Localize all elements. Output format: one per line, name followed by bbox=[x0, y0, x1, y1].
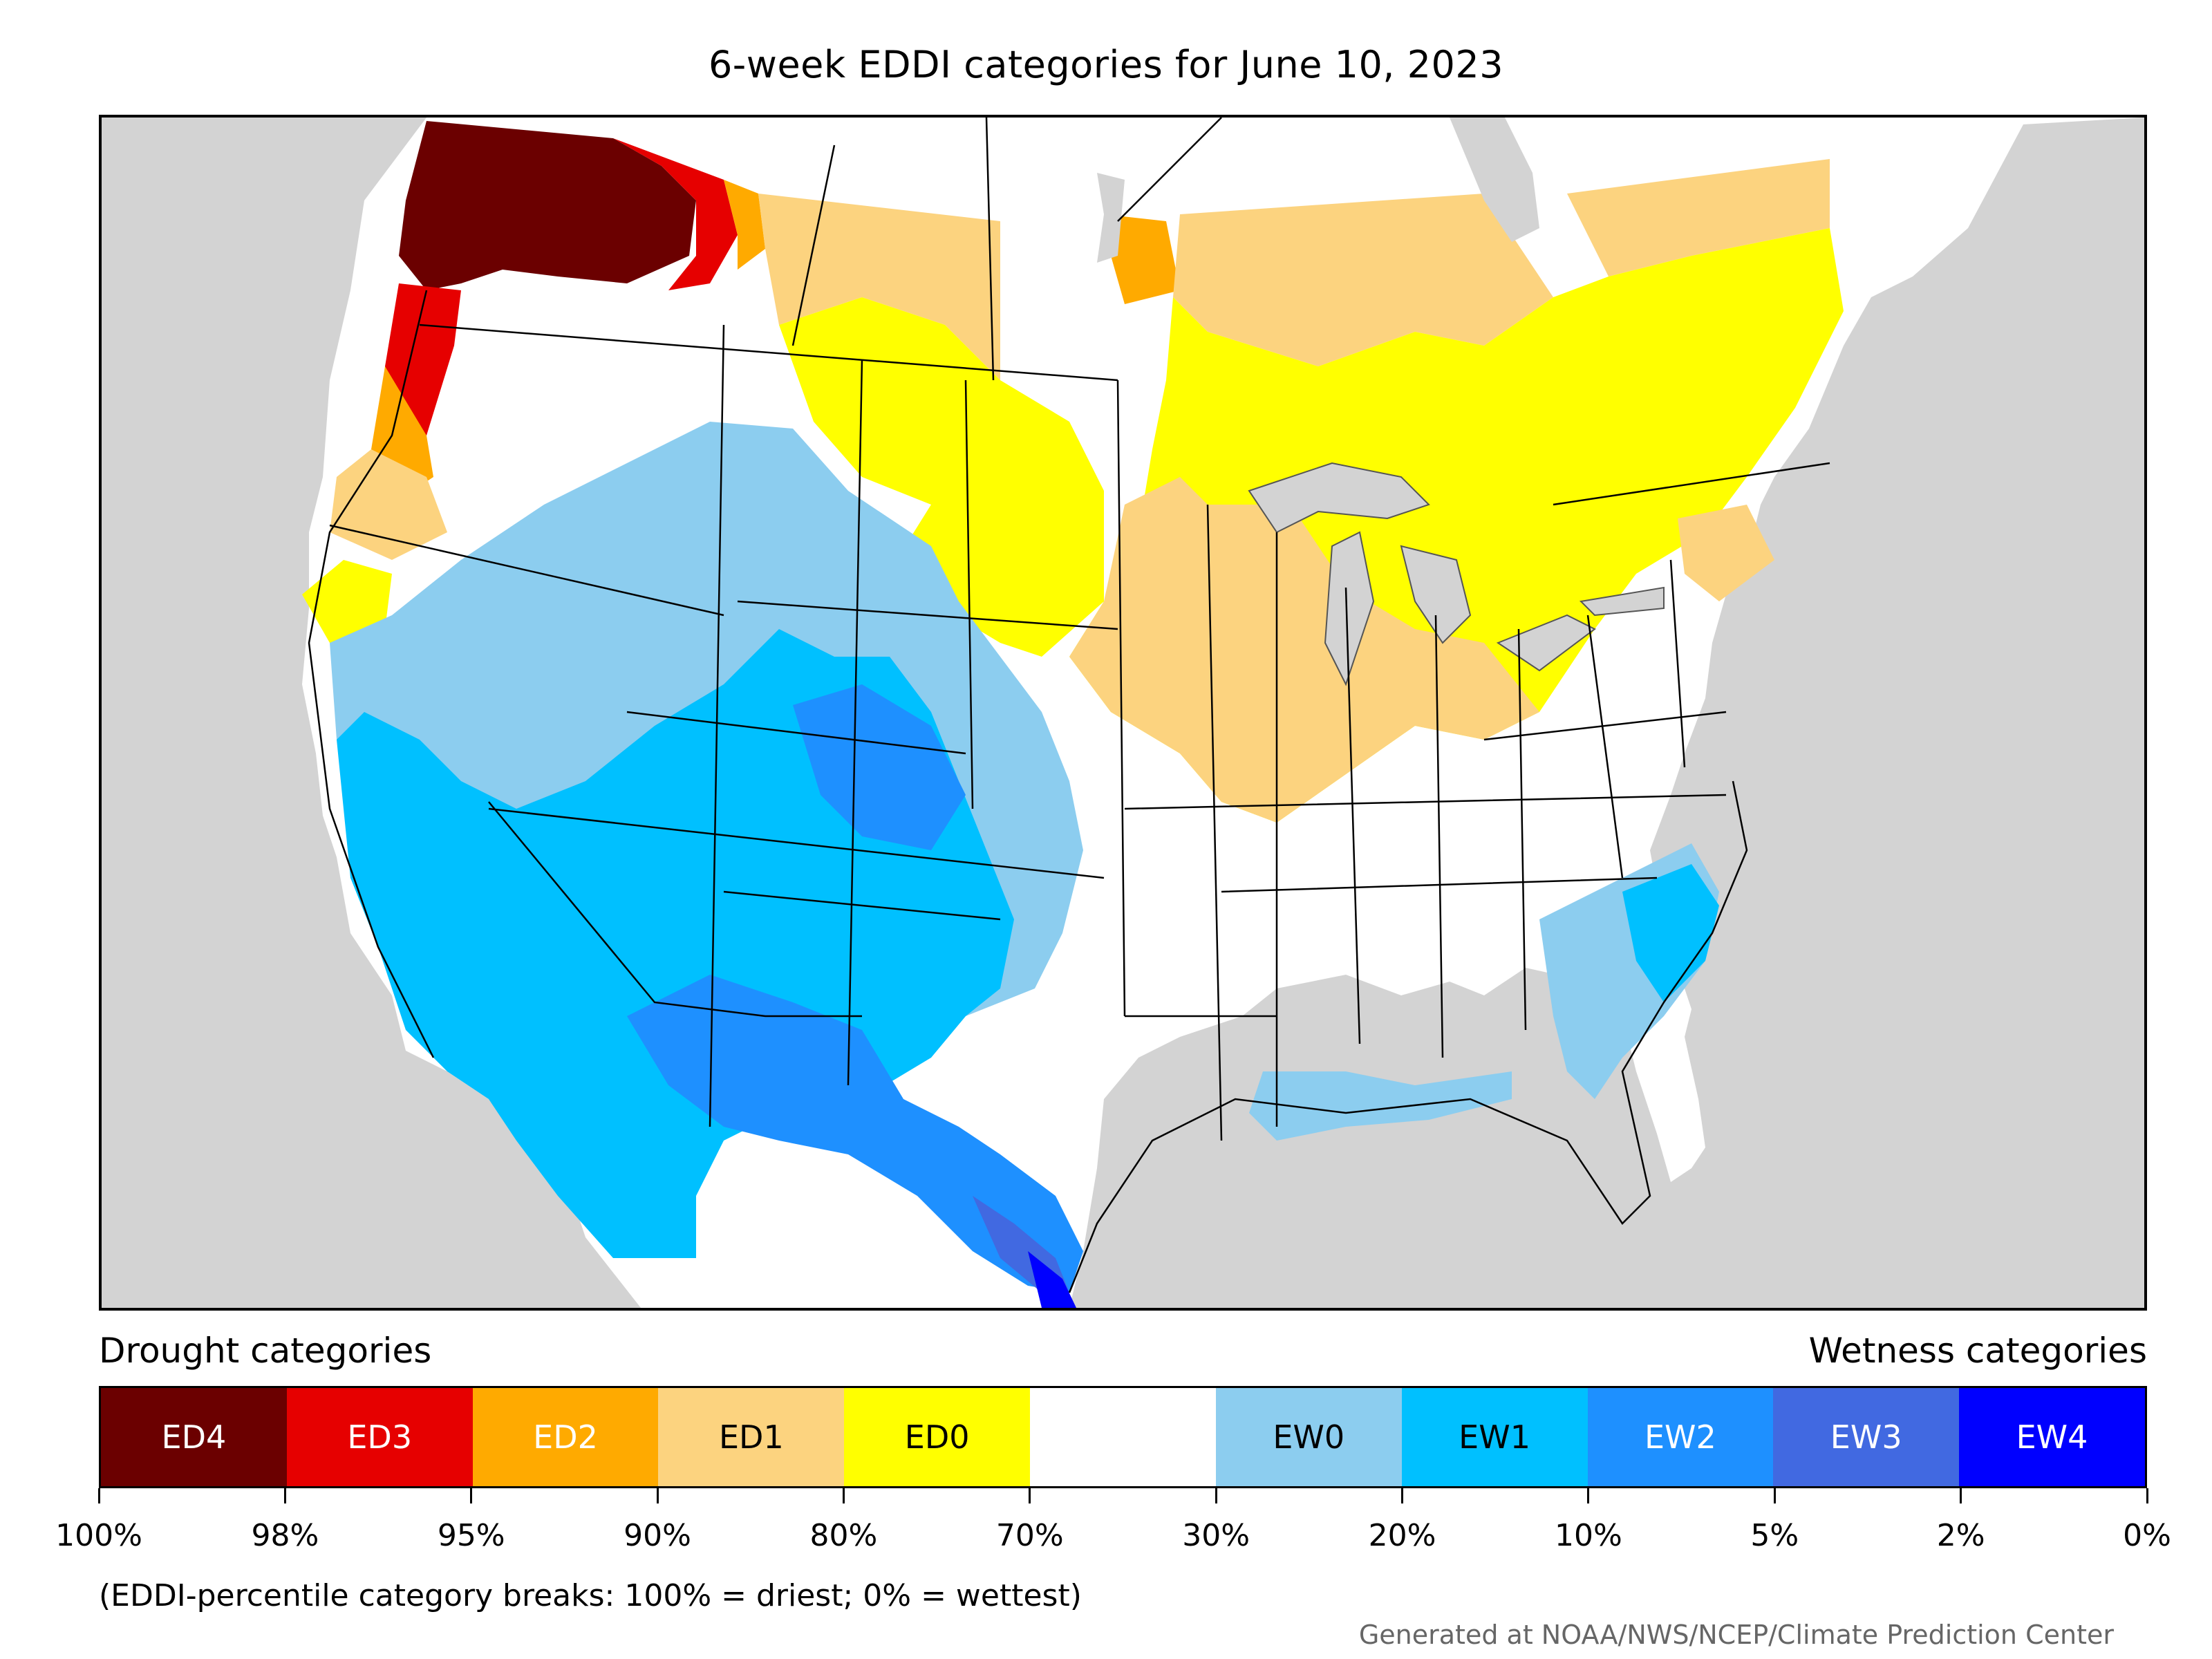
colorbar-tick bbox=[842, 1488, 845, 1503]
legend-segment-ed2: ED2 bbox=[472, 1388, 659, 1486]
colorbar-tick bbox=[1215, 1488, 1217, 1503]
colorbar-tick-label: 90% bbox=[624, 1518, 691, 1553]
drought-ed1-north bbox=[330, 159, 1830, 560]
colorbar-tick-label: 20% bbox=[1368, 1518, 1436, 1553]
legend-segment-ed1: ED1 bbox=[658, 1388, 845, 1486]
colorbar-ticks bbox=[97, 1488, 2148, 1509]
colorbar-tick bbox=[283, 1488, 286, 1503]
colorbar-tick-label: 0% bbox=[2123, 1518, 2171, 1553]
great-lakes bbox=[1248, 462, 1665, 686]
colorbar-tick-label: 100% bbox=[55, 1518, 142, 1553]
colorbar-tick bbox=[1401, 1488, 1404, 1503]
colorbar-tick-label: 30% bbox=[1182, 1518, 1250, 1553]
colorbar-tick-label: 5% bbox=[1750, 1518, 1799, 1553]
legend-segment-ew4: EW4 bbox=[1959, 1388, 2145, 1486]
coastline bbox=[308, 290, 1748, 1293]
legend-segment-ew3: EW3 bbox=[1773, 1388, 1960, 1486]
colorbar-tick bbox=[2146, 1488, 2148, 1503]
drought-ed4-bc bbox=[399, 121, 696, 290]
credit-line: Generated at NOAA/NWS/NCEP/Climate Predi… bbox=[1358, 1620, 2114, 1650]
legend-segment-neutral bbox=[1030, 1388, 1216, 1486]
lake-winnipeg bbox=[1097, 173, 1125, 263]
colorbar-tick bbox=[97, 1488, 100, 1503]
state-borders bbox=[329, 118, 1830, 1141]
colorbar-tick bbox=[470, 1488, 473, 1503]
wet-ew0-southeast bbox=[1249, 843, 1719, 1141]
legend-segment-ed3: ED3 bbox=[286, 1388, 473, 1486]
colorbar-tick-label: 10% bbox=[1555, 1518, 1622, 1553]
colorbar-tick bbox=[1960, 1488, 1962, 1503]
drought-ed1-midwest bbox=[1069, 477, 1774, 823]
colorbar-tick bbox=[656, 1488, 659, 1503]
map-title: 6-week EDDI categories for June 10, 2023 bbox=[708, 43, 1504, 86]
wet-ew1-southeast bbox=[1622, 864, 1719, 1002]
legend-segment-ed0: ED0 bbox=[844, 1388, 1031, 1486]
colorbar-tick-label: 95% bbox=[437, 1518, 505, 1553]
legend-segment-ew0: EW0 bbox=[1215, 1388, 1402, 1486]
colorbar-tick bbox=[1773, 1488, 1776, 1503]
colorbar-tick-label: 70% bbox=[995, 1518, 1064, 1553]
colorbar-tick-label: 80% bbox=[809, 1518, 878, 1553]
wet-ew2-sw bbox=[627, 684, 1083, 1293]
drought-categories-heading: Drought categories bbox=[99, 1331, 432, 1371]
colorbar-tick-label: 2% bbox=[1936, 1518, 1985, 1553]
map-svg bbox=[102, 118, 2144, 1308]
wetness-categories-heading: Wetness categories bbox=[1808, 1331, 2147, 1371]
colorbar-tick bbox=[1029, 1488, 1031, 1503]
legend-segment-ew2: EW2 bbox=[1587, 1388, 1774, 1486]
category-breaks-note: (EDDI-percentile category breaks: 100% =… bbox=[99, 1578, 1082, 1613]
colorbar-tick-label: 98% bbox=[251, 1518, 319, 1553]
legend-segment-ed4: ED4 bbox=[101, 1388, 287, 1486]
drought-ed3-bc bbox=[385, 138, 738, 435]
hudson-area bbox=[1450, 118, 1539, 242]
colorbar-tick bbox=[1587, 1488, 1590, 1503]
category-colorbar: ED4 ED3 ED2 ED1 ED0 EW0 EW1 EW2 EW3 EW4 bbox=[99, 1386, 2147, 1488]
wet-ew4-texas bbox=[1028, 1251, 1076, 1308]
eddi-map bbox=[99, 115, 2147, 1311]
legend-segment-ew1: EW1 bbox=[1401, 1388, 1588, 1486]
